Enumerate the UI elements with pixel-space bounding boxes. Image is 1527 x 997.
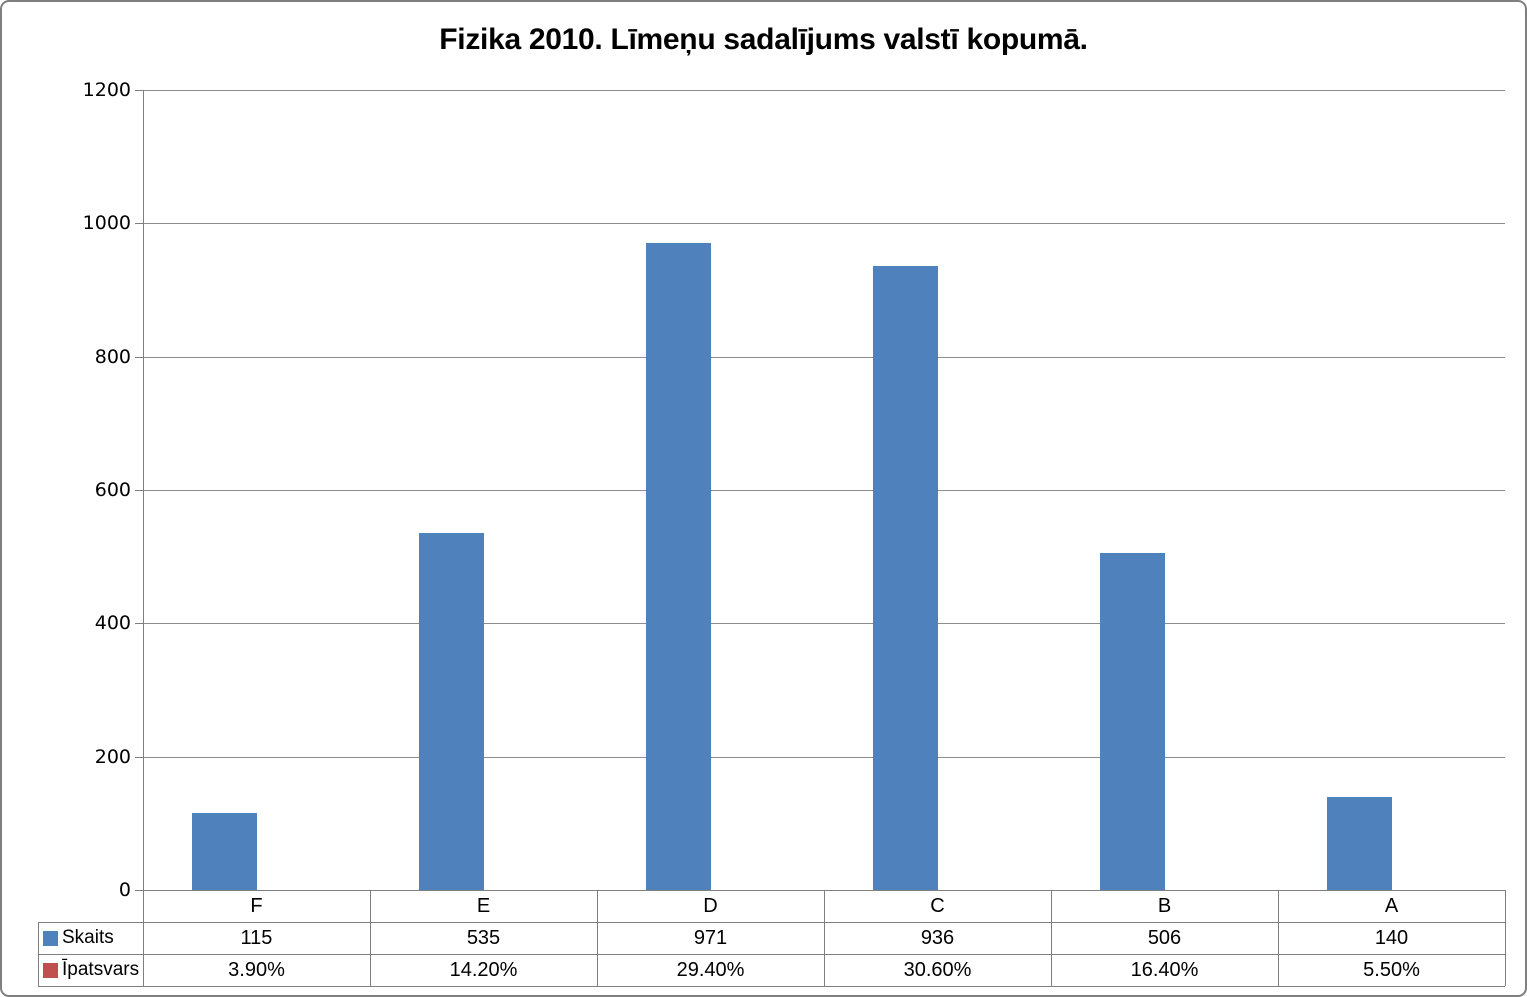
gridline: [143, 90, 1505, 91]
bar-skaits-c: [873, 266, 938, 890]
cell-patsvars-b: 16.40%: [1130, 959, 1199, 981]
y-axis-label: 600: [94, 479, 131, 501]
cell-skaits-b: 506: [1147, 927, 1182, 949]
y-axis-tick: [135, 757, 143, 758]
y-axis-tick: [135, 890, 143, 891]
cell-skaits-a: 140: [1374, 927, 1409, 949]
bar-skaits-a: [1327, 797, 1392, 890]
y-axis-label: 1200: [82, 79, 131, 101]
table-border: [38, 954, 1505, 955]
cell-patsvars-c: 30.60%: [903, 959, 972, 981]
cell-skaits-c: 936: [920, 927, 955, 949]
category-label-e: E: [476, 895, 491, 917]
y-axis-tick: [135, 357, 143, 358]
y-axis-line: [143, 90, 144, 890]
y-axis-tick: [135, 490, 143, 491]
cell-skaits-f: 115: [240, 927, 273, 949]
skaits-legend-swatch-icon: [43, 931, 58, 946]
y-axis-tick: [135, 223, 143, 224]
category-label-d: D: [703, 895, 718, 917]
chart-title: Fizika 2010. Līmeņu sadalījums valstī ko…: [439, 23, 1088, 56]
y-axis-label: 200: [94, 746, 131, 768]
bar-skaits-b: [1100, 553, 1165, 890]
table-border: [1505, 890, 1506, 986]
y-axis-label: 0: [118, 879, 131, 901]
bar-skaits-e: [419, 533, 484, 890]
y-axis-tick: [135, 623, 143, 624]
table-border: [824, 890, 825, 986]
bar-skaits-d: [646, 243, 711, 890]
gridline: [143, 357, 1505, 358]
cell-patsvars-a: 5.50%: [1363, 959, 1420, 981]
category-label-a: A: [1384, 895, 1399, 917]
legend-label-patsvars: Īpatsvars: [62, 959, 140, 980]
legend-label-skaits: Skaits: [62, 927, 114, 948]
category-label-b: B: [1157, 895, 1172, 917]
cell-patsvars-f: 3.90%: [228, 959, 285, 981]
gridline: [143, 757, 1505, 758]
cell-skaits-e: 535: [466, 927, 501, 949]
table-border: [1278, 890, 1279, 986]
bar-skaits-f: [192, 813, 257, 890]
gridline: [143, 223, 1505, 224]
table-border: [38, 922, 39, 986]
category-label-f: F: [250, 895, 263, 917]
table-border: [38, 922, 1505, 923]
table-border: [597, 890, 598, 986]
table-border: [1051, 890, 1052, 986]
table-border: [38, 986, 1505, 987]
gridline: [143, 623, 1505, 624]
y-axis-tick: [135, 90, 143, 91]
cell-skaits-d: 971: [693, 927, 728, 949]
table-border: [143, 890, 144, 986]
gridline: [143, 490, 1505, 491]
cell-patsvars-d: 29.40%: [676, 959, 745, 981]
patsvars-legend-swatch-icon: [43, 963, 58, 978]
table-border: [370, 890, 371, 986]
y-axis-label: 1000: [82, 212, 131, 234]
y-axis-label: 400: [94, 612, 131, 634]
cell-patsvars-e: 14.20%: [449, 959, 518, 981]
y-axis-label: 800: [94, 346, 131, 368]
category-label-c: C: [930, 895, 945, 917]
